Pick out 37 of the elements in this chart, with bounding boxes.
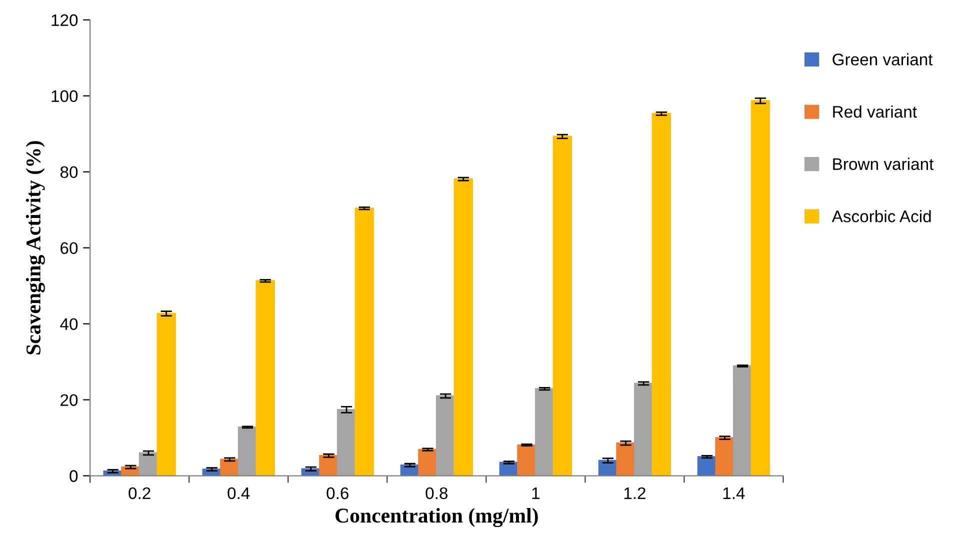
bar	[454, 178, 473, 476]
legend-label: Brown variant	[833, 158, 934, 170]
x-axis-title: Concentration (mg/ml)	[336, 508, 538, 528]
bar	[652, 113, 672, 476]
y-tick-label: 80	[60, 166, 78, 178]
bar	[750, 100, 770, 476]
y-tick-label: 20	[60, 394, 78, 406]
legend-label: Ascorbic Acid	[832, 210, 931, 222]
legend-label: Green variant	[832, 53, 933, 66]
bar	[517, 444, 536, 476]
x-tick-label: 0.8	[426, 487, 448, 500]
bar	[156, 312, 176, 476]
x-tick-label: 1.2	[624, 487, 646, 499]
x-tick-label: 0.4	[228, 487, 250, 500]
bar	[552, 136, 572, 476]
y-tick-label: 40	[60, 318, 78, 330]
bar	[534, 388, 554, 476]
bar	[256, 280, 275, 476]
bar	[238, 426, 258, 476]
x-tick-label: 0.6	[326, 487, 348, 500]
bar	[336, 408, 356, 476]
bar	[732, 365, 752, 476]
x-tick-label: 0.2	[128, 487, 150, 500]
bar	[418, 448, 438, 476]
bar	[715, 437, 734, 476]
y-tick-label: 60	[60, 242, 78, 254]
x-tick-label: 1.4	[723, 488, 745, 499]
y-tick-label: 100	[52, 90, 78, 102]
bar	[634, 382, 654, 476]
bar	[354, 208, 374, 476]
legend-label: Red variant	[833, 105, 917, 118]
y-tick-label: 120	[52, 14, 78, 26]
x-tick-label: 1	[532, 488, 540, 499]
y-tick-label: 0	[70, 470, 78, 482]
bar	[436, 395, 456, 476]
bar	[616, 442, 636, 476]
y-axis-title: Scavenging Activity (%)	[26, 141, 45, 354]
